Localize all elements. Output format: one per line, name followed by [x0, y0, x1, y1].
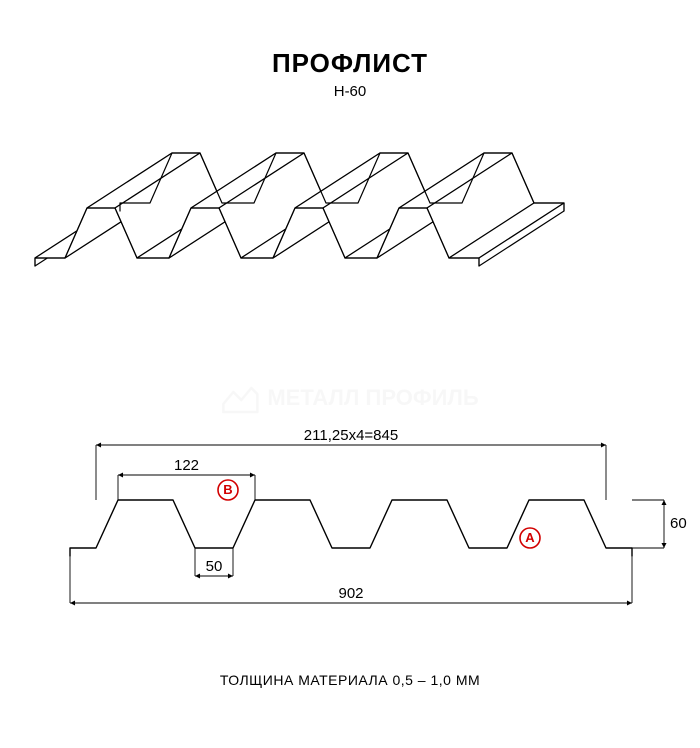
- svg-text:902: 902: [338, 585, 363, 602]
- svg-text:122: 122: [174, 457, 199, 474]
- footer-note: ТОЛЩИНА МАТЕРИАЛА 0,5 – 1,0 ММ: [0, 672, 700, 688]
- marker-a: A: [525, 530, 535, 545]
- svg-text:50: 50: [206, 558, 223, 575]
- svg-text:211,25х4=845: 211,25х4=845: [304, 427, 398, 444]
- cross-section: 211,25х4=845 122 50 902 60 B A: [70, 427, 687, 603]
- perspective-view: [35, 153, 564, 266]
- technical-drawing: 211,25х4=845 122 50 902 60 B A: [0, 48, 700, 748]
- marker-b: B: [223, 482, 232, 497]
- svg-text:60: 60: [670, 515, 687, 532]
